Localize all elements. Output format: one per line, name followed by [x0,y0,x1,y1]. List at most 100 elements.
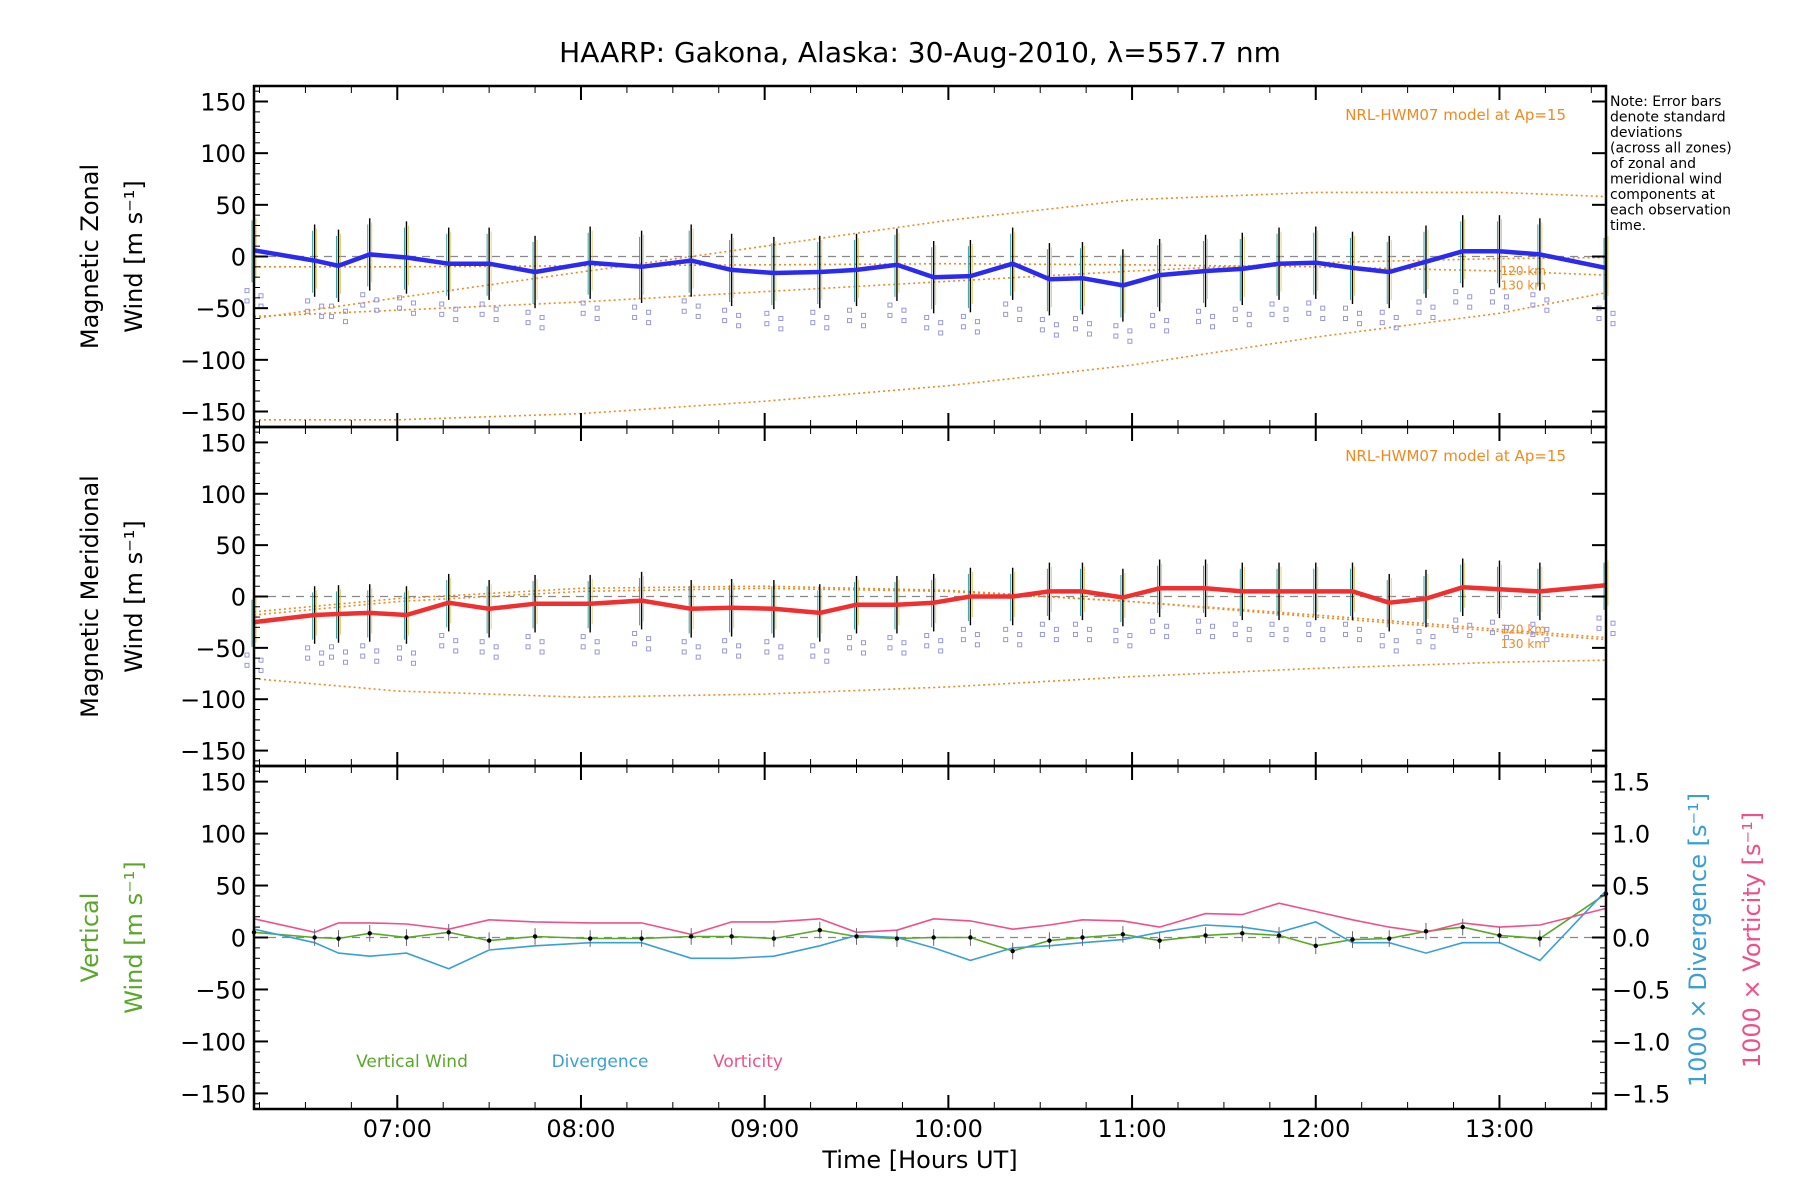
zone-sample [1017,306,1023,312]
zone-sample [1596,625,1602,631]
zone-sample [901,650,907,656]
zone-sample [525,644,531,650]
zone-sample [924,633,930,639]
y-tick-label: −50 [195,635,246,663]
zone-sample [1086,637,1092,643]
zone-sample [319,660,325,666]
zone-sample [1127,633,1133,639]
zone-sample [681,649,687,655]
zone-sample [722,307,728,313]
zone-sample [1150,312,1156,318]
zone-sample [695,654,701,660]
zone-sample [1053,637,1059,643]
zone-sample [594,316,600,321]
zone-sample [632,641,638,647]
zone-sample [1320,305,1326,311]
zone-sample [1164,634,1170,640]
zone-sample [974,632,980,638]
zone-sample [722,318,728,324]
zone-sample [1530,621,1536,627]
wind-line [253,248,1607,288]
vertical-point [1313,943,1318,949]
zone-sample [1489,299,1495,305]
legend-item: Vertical Wind [356,1052,468,1072]
zone-sample [1544,637,1550,643]
y-tick-label: 0 [231,925,246,953]
zone-sample [1269,632,1275,638]
zone-sample [1113,333,1119,339]
y-axis-label: Magnetic Zonal [76,164,104,349]
legend-item: Vorticity [713,1052,783,1072]
x-tick-label: 08:00 [546,1115,615,1143]
y-tick-label: 150 [200,769,246,797]
zone-sample [887,635,893,641]
zone-sample [1453,299,1459,305]
zone-sample [861,650,867,656]
zone-sample [305,308,311,314]
zone-sample [632,314,638,320]
zone-sample [1003,637,1009,643]
y-axis-label: Wind [m s⁻¹] [120,861,148,1013]
zone-sample [1379,320,1385,326]
zone-sample [1039,327,1045,333]
zone-sample [343,308,348,314]
zone-sample [580,634,586,640]
series-vorticity [253,902,1607,936]
vertical-point [532,934,538,939]
zone-sample [1164,623,1170,629]
note-line: Note: Error bars [1610,94,1721,110]
vertical-point [817,928,822,933]
zone-sample [329,654,334,660]
vertical-point [1497,933,1502,938]
zone-sample [1210,634,1216,640]
zone-sample [360,643,366,649]
zone-sample [410,300,416,306]
y-axis-label: Vertical [76,893,104,983]
x-axis-label: Time [Hours UT] [821,1146,1017,1174]
y2-tick-label: 1.5 [1612,769,1650,797]
zone-sample [632,304,638,310]
zone-sample [1430,314,1436,320]
zone-sample [1210,324,1216,330]
x-tick-label: 10:00 [914,1115,983,1143]
zone-sample [479,311,485,317]
model-curve [253,585,1607,641]
y-tick-label: 50 [215,532,246,560]
zone-sample [810,320,816,326]
vertical-point [771,936,777,941]
y2-tick-label: −1.5 [1612,1080,1670,1108]
y-tick-label: 100 [200,821,246,849]
zone-sample [1530,632,1536,638]
y2-tick-label: −1.0 [1612,1028,1670,1056]
note-line: components at [1610,187,1716,203]
zone-sample [861,323,867,329]
zone-sample [778,326,784,332]
zone-sample [1503,624,1509,630]
zone-sample [1416,628,1422,634]
zone-sample [938,638,944,644]
zone-sample [329,644,334,650]
km-label: 130 km [1501,278,1546,292]
note-line: meridional wind [1610,172,1722,188]
zone-sample [1003,301,1009,307]
zone-sample [764,649,770,655]
zone-sample [824,658,830,664]
zone-sample [1127,338,1133,344]
vertical-point [1080,935,1085,940]
zone-sample [1039,621,1045,627]
zone-sample [343,659,348,665]
zone-sample [646,636,652,642]
zone-sample [360,302,366,308]
zone-sample [1357,310,1362,316]
zone-sample [1467,294,1473,300]
zone-sample [938,330,944,336]
zone-sample [1113,627,1119,633]
zone-sample [539,325,545,331]
y-tick-label: 50 [215,873,246,901]
zone-sample [960,637,966,643]
zone-sample [1489,629,1495,635]
zone-sample [1086,321,1092,327]
